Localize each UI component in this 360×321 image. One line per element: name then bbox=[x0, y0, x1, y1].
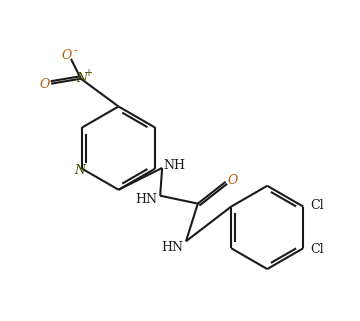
Text: NH: NH bbox=[163, 160, 185, 172]
Text: Cl: Cl bbox=[310, 199, 324, 212]
Text: N: N bbox=[74, 164, 85, 178]
Text: Cl: Cl bbox=[310, 243, 324, 256]
Text: O: O bbox=[39, 78, 49, 91]
Text: -: - bbox=[73, 45, 77, 55]
Text: O: O bbox=[62, 49, 72, 62]
Text: HN: HN bbox=[161, 241, 183, 254]
Text: O: O bbox=[228, 174, 238, 187]
Text: N: N bbox=[76, 72, 87, 85]
Text: +: + bbox=[84, 68, 92, 78]
Text: HN: HN bbox=[135, 193, 157, 206]
